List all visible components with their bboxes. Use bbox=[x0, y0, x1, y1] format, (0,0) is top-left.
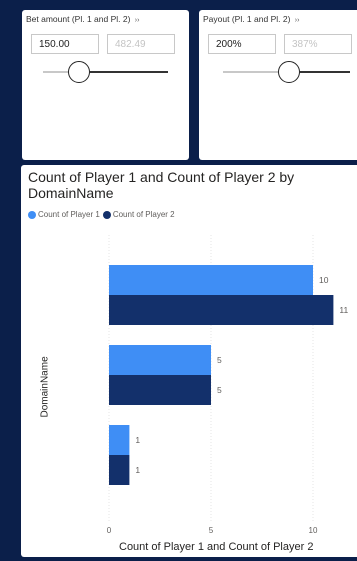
x-tick-label: 10 bbox=[309, 526, 318, 535]
payout-slicer-title: Payout (Pl. 1 and Pl. 2) ›› bbox=[203, 14, 299, 24]
bar[interactable] bbox=[109, 345, 211, 375]
bet-amount-title-text: Bet amount (Pl. 1 and Pl. 2) bbox=[26, 14, 131, 24]
data-label: 1 bbox=[135, 465, 140, 475]
clustered-bar-chart-visual[interactable]: Count of Player 1 and Count of Player 2 … bbox=[21, 165, 357, 557]
bar[interactable] bbox=[109, 265, 313, 295]
chevron-double-right-icon[interactable]: ›› bbox=[134, 17, 140, 24]
payout-track-active[interactable] bbox=[300, 71, 350, 73]
bet-amount-slider-handle[interactable] bbox=[68, 61, 90, 83]
payout-max-input[interactable]: 387% bbox=[284, 34, 352, 54]
chart-legend: Count of Player 1 Count of Player 2 bbox=[28, 210, 178, 219]
legend-label-player-1: Count of Player 1 bbox=[38, 210, 100, 219]
data-label: 5 bbox=[217, 385, 222, 395]
bar[interactable] bbox=[109, 455, 130, 485]
bar[interactable] bbox=[109, 295, 334, 325]
legend-label-player-2: Count of Player 2 bbox=[112, 210, 175, 219]
payout-track-inactive bbox=[223, 71, 278, 73]
bar[interactable] bbox=[109, 375, 211, 405]
bet-amount-track-inactive bbox=[43, 71, 79, 73]
payout-min-input[interactable]: 200% bbox=[208, 34, 276, 54]
bet-amount-slicer: Bet amount (Pl. 1 and Pl. 2) ›› 150.00 4… bbox=[22, 10, 189, 160]
legend-dot-player-2 bbox=[102, 210, 111, 219]
chevron-double-right-icon[interactable]: ›› bbox=[294, 17, 300, 24]
x-tick-label: 5 bbox=[209, 526, 214, 535]
bar[interactable] bbox=[109, 425, 130, 455]
bet-amount-min-input[interactable]: 150.00 bbox=[31, 34, 99, 54]
legend-dot-player-1 bbox=[28, 210, 36, 219]
bet-amount-slicer-title: Bet amount (Pl. 1 and Pl. 2) ›› bbox=[26, 14, 139, 24]
data-label: 11 bbox=[339, 305, 348, 315]
payout-slider-handle[interactable] bbox=[278, 61, 300, 83]
bet-amount-max-input[interactable]: 482.49 bbox=[107, 34, 175, 54]
legend-item-player-2[interactable]: Count of Player 2 bbox=[102, 210, 175, 219]
data-label: 5 bbox=[217, 355, 222, 365]
x-tick-label: 0 bbox=[107, 526, 112, 535]
payout-title-text: Payout (Pl. 1 and Pl. 2) bbox=[203, 14, 291, 24]
payout-slicer: Payout (Pl. 1 and Pl. 2) ›› 200% 387% bbox=[199, 10, 357, 160]
bet-amount-track-active[interactable] bbox=[90, 71, 168, 73]
legend-item-player-1[interactable]: Count of Player 1 bbox=[28, 210, 100, 219]
x-axis-title: Count of Player 1 and Count of Player 2 bbox=[119, 541, 314, 553]
data-label: 10 bbox=[319, 275, 329, 285]
data-label: 1 bbox=[135, 435, 140, 445]
chart-title: Count of Player 1 and Count of Player 2 … bbox=[28, 169, 295, 201]
